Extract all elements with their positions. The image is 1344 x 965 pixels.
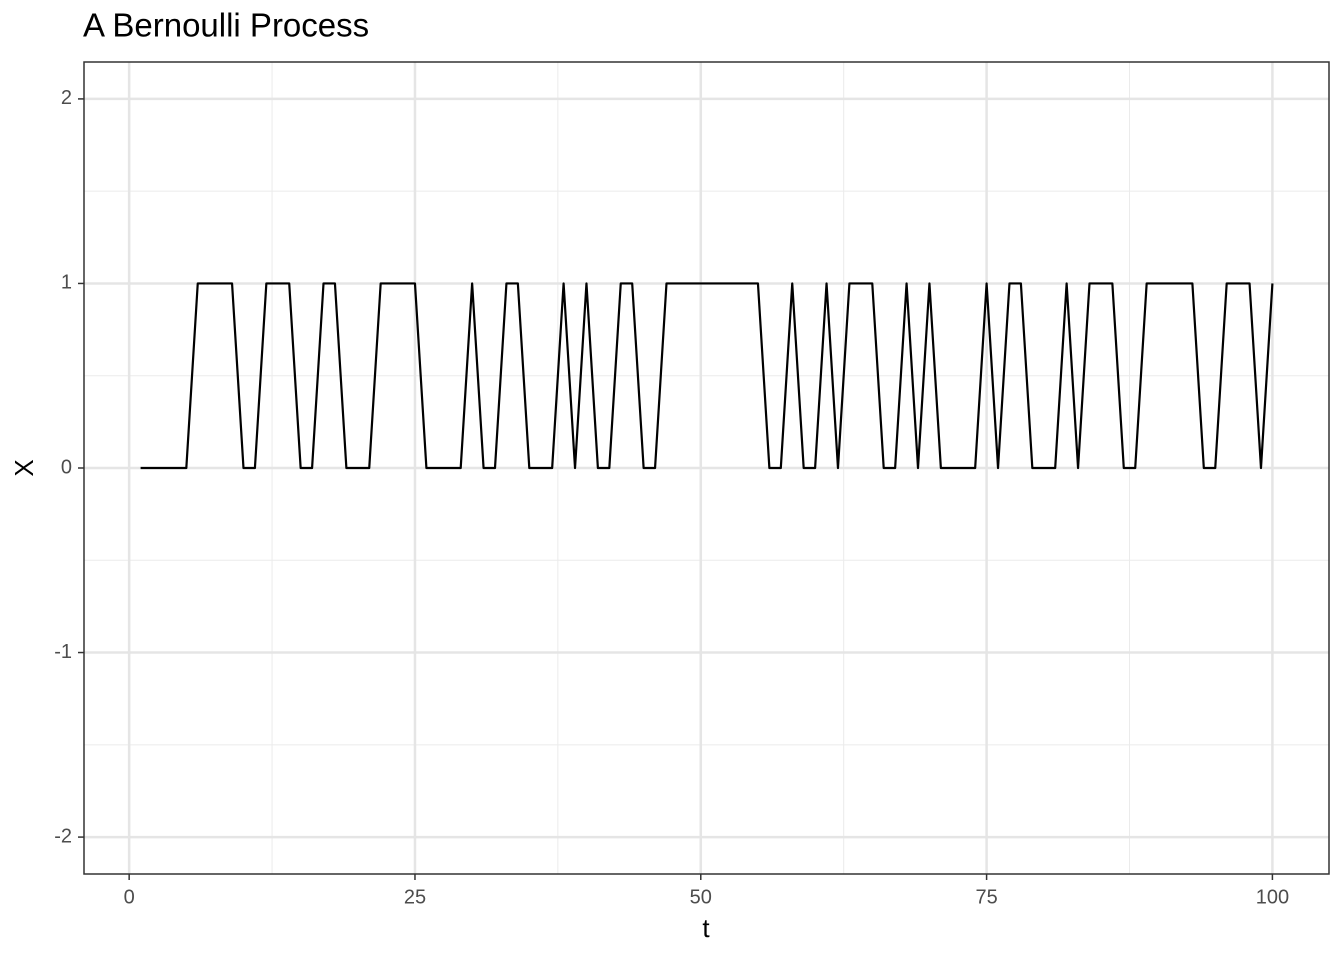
y-tick-label: -2: [54, 825, 72, 847]
y-tick-label: 2: [61, 87, 72, 109]
x-tick-label: 0: [124, 886, 135, 908]
y-tick-label: -1: [54, 641, 72, 663]
x-tick-label: 100: [1256, 886, 1289, 908]
x-axis-label: t: [702, 913, 710, 943]
y-tick-label: 1: [61, 272, 72, 294]
x-tick-label: 75: [975, 886, 997, 908]
chart-title: A Bernoulli Process: [83, 7, 369, 44]
data-line: [140, 282, 1274, 470]
x-tick-label: 25: [404, 886, 426, 908]
x-tick-label: 50: [690, 886, 712, 908]
y-axis-label: X: [9, 459, 39, 476]
y-tick-label: 0: [61, 456, 72, 478]
panel-border: [83, 61, 1330, 875]
